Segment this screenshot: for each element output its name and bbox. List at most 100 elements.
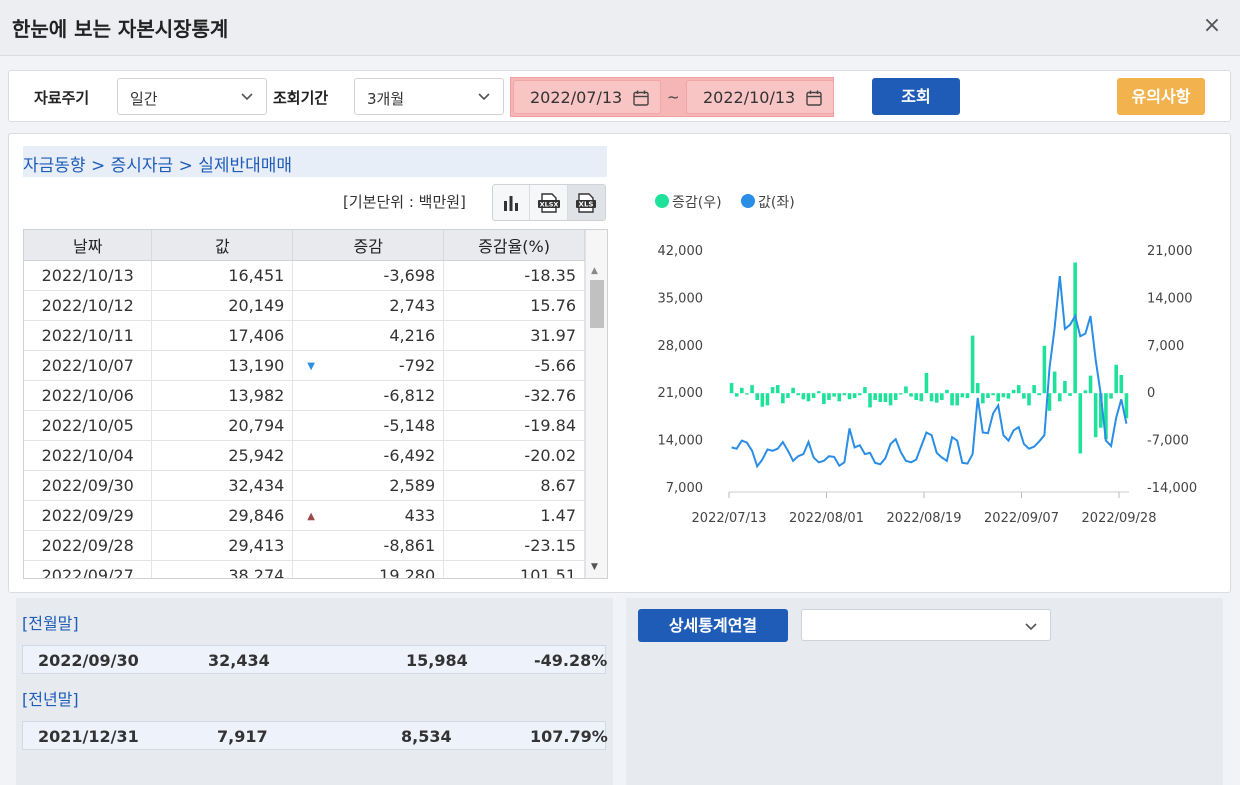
table-row[interactable]: 2022/09/29 29,846 433 ▲ 1.47 xyxy=(24,500,585,531)
row-change: -3,698 xyxy=(292,260,445,291)
table-row[interactable]: 2022/09/30 32,434 2,589 8.67 xyxy=(24,470,585,501)
bar-change xyxy=(950,393,954,406)
down-triangle-icon: ▼ xyxy=(307,360,315,372)
bar-change xyxy=(1093,393,1098,438)
bar-change xyxy=(986,393,990,398)
row-change-text: 4,216 xyxy=(389,325,436,345)
bar-change xyxy=(1032,385,1036,394)
x-tick-label: 2022/09/07 xyxy=(984,511,1059,526)
row-change: 2,589 xyxy=(292,470,445,501)
row-date-text: 2022/10/05 xyxy=(41,415,134,435)
detail-stats-link-button[interactable]: 상세통계연결 xyxy=(638,609,788,642)
table-row[interactable]: 2022/09/28 29,413 -8,861 -23.15 xyxy=(24,530,585,561)
scroll-down-icon[interactable]: ▼ xyxy=(591,562,598,572)
scroll-thumb[interactable] xyxy=(590,280,604,328)
col-header-rate[interactable]: 증감율(%) xyxy=(443,230,585,261)
row-rate-text: 1.47 xyxy=(540,505,576,525)
bar-change xyxy=(1042,345,1047,394)
bar-change xyxy=(899,393,903,395)
x-tick-label: 2022/08/01 xyxy=(789,511,864,526)
row-date-text: 2022/10/13 xyxy=(41,265,134,285)
range-select-value: 3개월 xyxy=(367,90,405,108)
series-line-value xyxy=(731,276,1128,469)
xlsx-icon[interactable]: XLSX xyxy=(530,185,568,220)
row-value-text: 13,982 xyxy=(228,385,285,405)
xls-icon[interactable]: XLS xyxy=(567,185,606,220)
bar-change xyxy=(775,385,780,394)
y-left-tick-label: 14,000 xyxy=(658,434,704,449)
query-button[interactable]: 조회 xyxy=(872,78,960,115)
table-row[interactable]: 2022/10/07 13,190 -792 ▼ -5.66 xyxy=(24,350,585,381)
table-row[interactable]: 2022/10/11 17,406 4,216 31.97 xyxy=(24,320,585,351)
col-header-change[interactable]: 증감 xyxy=(292,230,445,261)
bar-change xyxy=(893,393,898,400)
row-rate: -18.35 xyxy=(443,260,585,291)
prev-year-date: 2021/12/31 xyxy=(38,727,139,746)
row-date-text: 2022/10/06 xyxy=(41,385,134,405)
table-row[interactable]: 2022/10/12 20,149 2,743 15.76 xyxy=(24,290,585,321)
table-row[interactable]: 2022/10/13 16,451 -3,698 -18.35 xyxy=(24,260,585,291)
scroll-up-icon[interactable]: ▲ xyxy=(591,266,598,276)
data-table[interactable]: 날짜 값 증감 증감율(%) 2022/10/13 16,451 -3,698 -18… xyxy=(23,229,608,579)
col-header-date[interactable]: 날짜 xyxy=(24,230,153,261)
col-header-value[interactable]: 값 xyxy=(151,230,294,261)
export-toolbar: XLSX XLS xyxy=(492,184,606,221)
row-change: 433 ▲ xyxy=(292,500,445,531)
row-value-text: 13,190 xyxy=(228,355,285,375)
row-rate-text: 8.67 xyxy=(540,475,576,495)
bar-chart-icon[interactable] xyxy=(493,185,531,220)
row-date: 2022/09/28 xyxy=(24,530,153,561)
period-select[interactable]: 일간 xyxy=(117,78,267,115)
table-scrollbar[interactable]: ▲ ▼ xyxy=(585,230,607,578)
bar-change xyxy=(796,393,801,396)
bar-change xyxy=(837,393,842,402)
row-rate-text: 15.76 xyxy=(530,295,576,315)
row-rate-text: -5.66 xyxy=(534,355,576,375)
bar-change xyxy=(832,393,836,397)
row-change: -6,812 xyxy=(292,380,445,411)
bar-change xyxy=(786,393,790,398)
calendar-icon[interactable] xyxy=(632,89,650,107)
prev-month-label: [전월말] xyxy=(22,614,79,633)
prev-month-row: 2022/09/30 32,434 15,984 -49.28% xyxy=(22,645,607,674)
row-change: -6,492 xyxy=(292,440,445,471)
table-row[interactable]: 2022/10/05 20,794 -5,148 -19.84 xyxy=(24,410,585,441)
row-date: 2022/10/07 xyxy=(24,350,153,381)
row-date: 2022/10/05 xyxy=(24,410,153,441)
row-rate: -5.66 xyxy=(443,350,585,381)
table-row[interactable]: 2022/09/27 38,274 19,280 101.51 xyxy=(24,560,585,579)
bar-change xyxy=(1057,393,1062,402)
y-left-tick-label: 7,000 xyxy=(666,481,703,496)
x-tick-label: 2022/09/28 xyxy=(1082,511,1157,526)
detail-stats-select[interactable] xyxy=(801,609,1051,641)
svg-text:XLS: XLS xyxy=(579,200,594,208)
row-rate-text: -20.02 xyxy=(524,445,576,465)
unit-label: [기본단위 : 백만원] xyxy=(343,193,466,211)
notice-button[interactable]: 유의사항 xyxy=(1117,78,1205,115)
row-date-text: 2022/10/12 xyxy=(41,295,134,315)
row-value-text: 17,406 xyxy=(228,325,285,345)
row-rate: 101.51 xyxy=(443,560,585,578)
date-from-input[interactable]: 2022/07/13 xyxy=(513,80,661,114)
bar-change xyxy=(1052,371,1057,394)
row-rate-text: -23.15 xyxy=(524,535,576,555)
bar-change xyxy=(965,393,970,398)
table-row[interactable]: 2022/10/04 25,942 -6,492 -20.02 xyxy=(24,440,585,471)
bar-change xyxy=(883,393,888,403)
row-rate: 31.97 xyxy=(443,320,585,351)
row-value-text: 16,451 xyxy=(228,265,285,285)
date-to-input[interactable]: 2022/10/13 xyxy=(686,80,834,114)
close-icon[interactable]: × xyxy=(1202,13,1222,38)
row-date-text: 2022/09/27 xyxy=(41,565,134,579)
row-rate-text: -18.35 xyxy=(524,265,576,285)
prev-year-rate: 107.79% xyxy=(530,727,608,746)
calendar-icon[interactable] xyxy=(805,89,823,107)
row-change-text: -8,861 xyxy=(383,535,436,555)
bar-change xyxy=(1088,375,1093,394)
chevron-down-icon xyxy=(478,93,490,101)
bar-change xyxy=(857,393,862,396)
range-select[interactable]: 3개월 xyxy=(354,78,504,115)
row-date: 2022/09/27 xyxy=(24,560,153,579)
bar-change xyxy=(1001,393,1006,398)
table-row[interactable]: 2022/10/06 13,982 -6,812 -32.76 xyxy=(24,380,585,411)
